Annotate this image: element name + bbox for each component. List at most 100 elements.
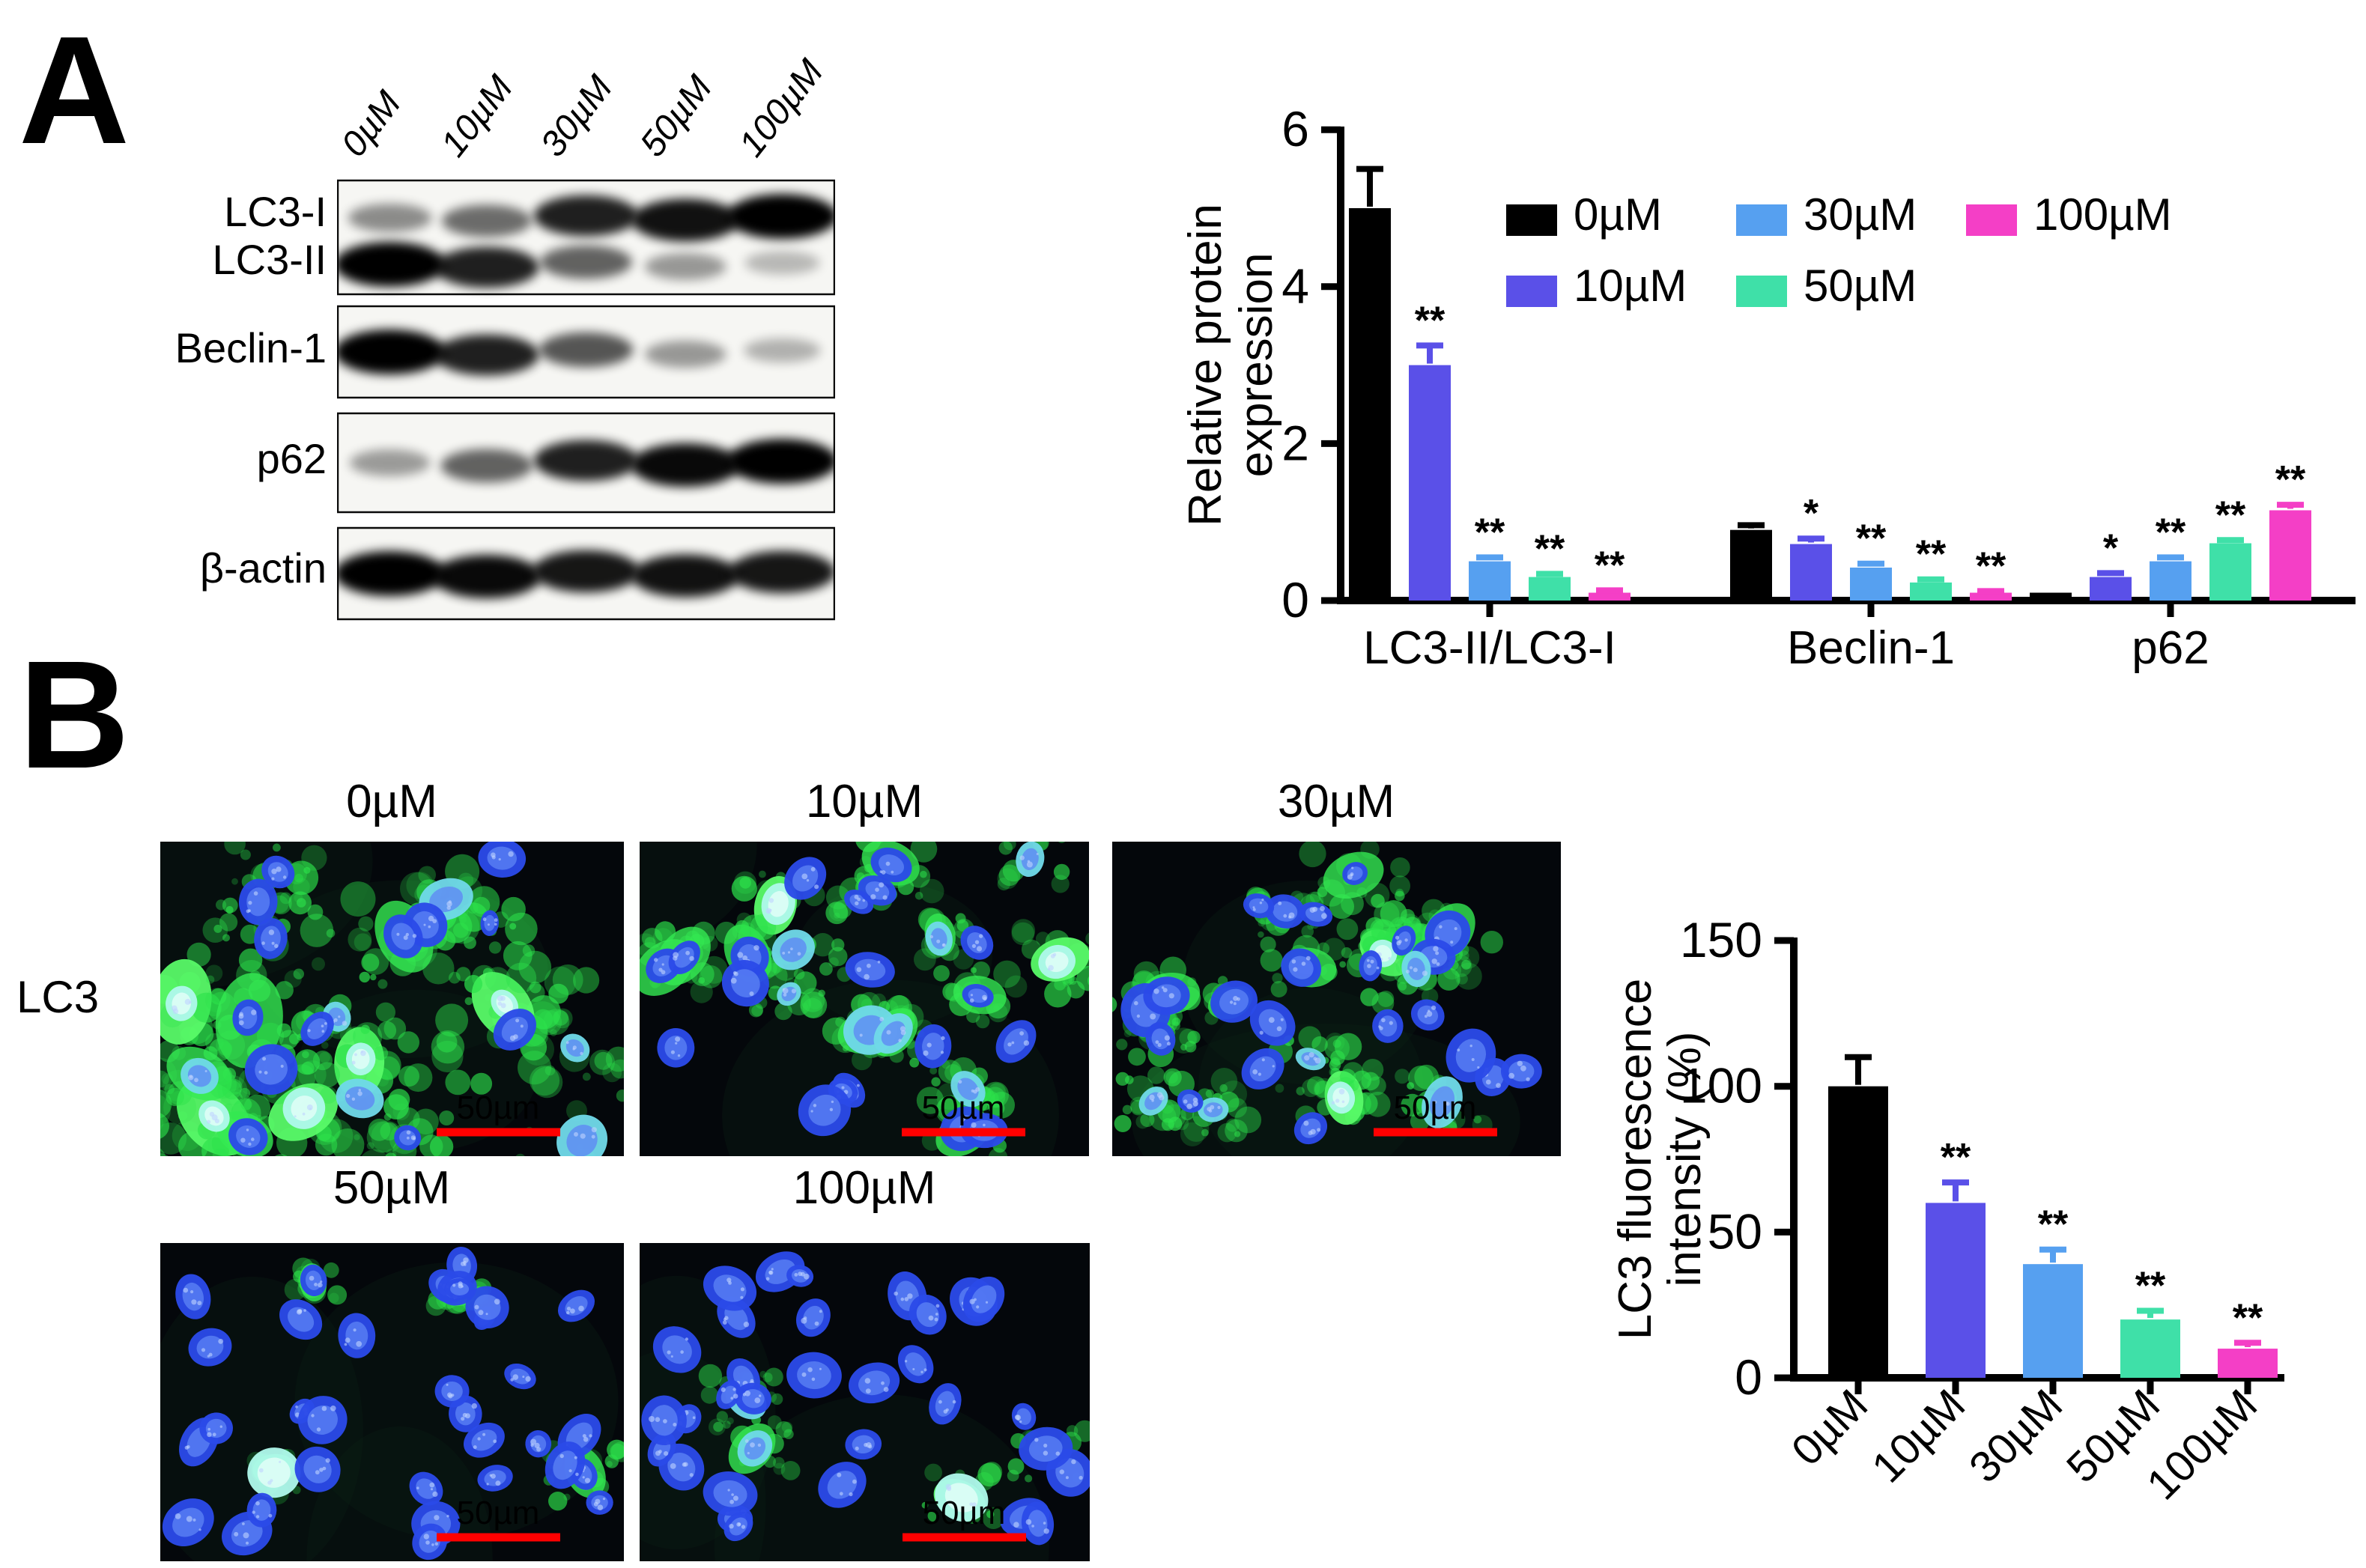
blot-band (540, 245, 632, 279)
legend-label: 0µM (1574, 189, 1662, 240)
blot-lane-label: 30µM (533, 68, 621, 165)
y-tick-label: 6 (1281, 101, 1309, 157)
micrograph-30uM: 50µm (1112, 842, 1561, 1156)
bar (1730, 529, 1772, 601)
bar (1349, 208, 1391, 601)
blot-lane-label: 10µM (433, 68, 521, 165)
blot-band (539, 332, 634, 368)
legend-label: 30µM (1804, 189, 1917, 240)
legend-label: 10µM (1574, 261, 1687, 311)
blot-band (727, 194, 835, 239)
blot-band (349, 449, 431, 476)
legend-label: 50µM (1804, 261, 1917, 311)
x-category-label: p62 (2132, 622, 2209, 674)
legend-swatch (1736, 204, 1787, 236)
cell-nuclei-layer (1120, 862, 1542, 1145)
blot-row-label: LC3-II (212, 236, 327, 283)
blot-band (337, 242, 446, 287)
blot-lane-label: 100µM (731, 52, 831, 165)
blot-band (729, 550, 835, 594)
legend-swatch (1506, 204, 1557, 236)
blot-band (644, 252, 727, 281)
blot-band (727, 439, 835, 484)
bar (1850, 567, 1892, 601)
blot-band (348, 204, 432, 232)
y-tick-label: 0 (1735, 1349, 1762, 1405)
bar (1589, 592, 1631, 601)
x-category-label: Beclin-1 (1787, 622, 1955, 674)
cell-nuclei-layer (646, 842, 1076, 1152)
blot-band (744, 251, 820, 275)
legend-swatch (1966, 204, 2017, 236)
panel-b-label: B (19, 629, 130, 800)
y-tick-label: 0 (1281, 572, 1309, 627)
blot-band (440, 449, 533, 483)
blot-band (337, 329, 446, 374)
bar (2269, 510, 2311, 601)
blot-band (434, 334, 539, 376)
cell-nuclei-layer (641, 1251, 1090, 1546)
y-axis-label: intensity (%) (1659, 1031, 1711, 1286)
cell-nuclei-layer (162, 1246, 613, 1561)
significance: * (1804, 492, 1819, 535)
blot-band (432, 554, 542, 599)
x-category-label: 0µM (1783, 1380, 1878, 1475)
x-category-label: 10µM (1863, 1380, 1974, 1492)
micrograph-title: 10µM (805, 776, 923, 827)
y-tick-label: 100 (1680, 1058, 1762, 1113)
blot-band (744, 338, 821, 363)
blot-row-label: p62 (256, 435, 327, 482)
y-tick-label: 150 (1680, 912, 1762, 967)
legend-label: 100µM (2033, 189, 2172, 240)
significance: ** (2156, 511, 2186, 554)
significance: ** (1916, 533, 1947, 577)
panel-a-label: A (19, 4, 130, 176)
bar (1409, 365, 1451, 601)
micrograph-title: 50µM (333, 1162, 451, 1214)
significance: ** (1595, 544, 1625, 587)
significance: * (2103, 526, 2119, 570)
bar (1790, 544, 1832, 601)
legend-swatch (1506, 276, 1557, 307)
significance: ** (2135, 1264, 2166, 1307)
y-tick-label: 4 (1281, 258, 1309, 314)
scale-bar-label: 50µm (923, 1495, 1006, 1531)
blot-row-label: LC3-I (224, 188, 327, 235)
bar (2023, 1264, 2083, 1378)
y-axis-label: LC3 fluorescence (1610, 979, 1661, 1340)
blot-band (434, 246, 539, 288)
micrograph-title: 100µM (792, 1162, 936, 1214)
scale-bar-label: 50µm (922, 1090, 1005, 1126)
legend-swatch (1736, 276, 1787, 307)
bar (2218, 1349, 2278, 1378)
blot-row-label: β-actin (199, 544, 327, 592)
scale-bar-label: 50µm (1394, 1090, 1477, 1126)
blot-band (631, 198, 739, 242)
significance: ** (1856, 517, 1887, 561)
scale-bar-label: 50µm (457, 1090, 540, 1126)
bar (1828, 1086, 1888, 1378)
significance: ** (2275, 458, 2306, 502)
blot-row-label: Beclin-1 (175, 324, 327, 371)
bar (1910, 582, 1952, 601)
significance: ** (1415, 299, 1446, 342)
micrograph-100uM: 50µm (640, 1243, 1090, 1561)
blot-band (533, 440, 639, 481)
micrograph-10uM: 50µm (640, 842, 1089, 1156)
blot-band (533, 195, 639, 237)
bar (1926, 1203, 1986, 1378)
significance: ** (1475, 511, 1505, 554)
y-tick-label: 50 (1708, 1203, 1762, 1259)
bar (2120, 1319, 2180, 1378)
bar (2030, 592, 2072, 601)
micrograph-title: 30µM (1277, 776, 1395, 827)
blot-band (631, 554, 739, 598)
micrograph-title: 0µM (346, 776, 437, 827)
bar (1469, 561, 1511, 601)
significance: ** (2233, 1296, 2263, 1340)
bar (2090, 577, 2132, 601)
x-category-label: LC3-II/LC3-I (1363, 622, 1616, 674)
bar (1970, 592, 2012, 601)
significance: ** (1535, 527, 1565, 571)
